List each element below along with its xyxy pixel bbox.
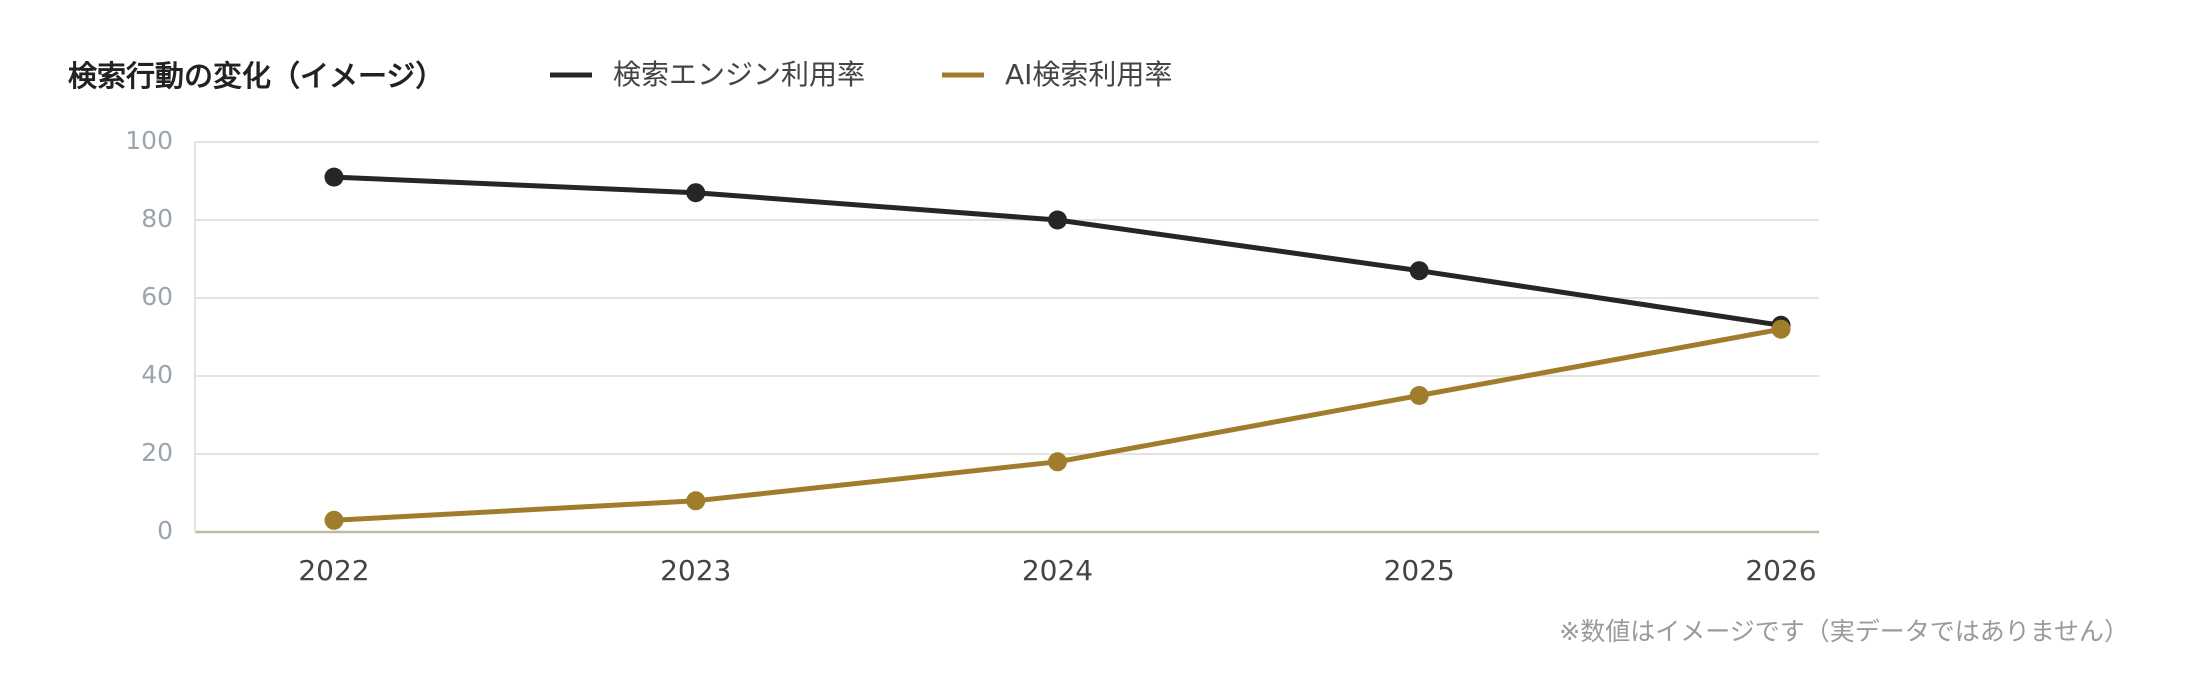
x-tick-label: 2025 (1384, 554, 1455, 587)
data-point (1409, 261, 1429, 281)
x-tick-label: 2024 (1022, 554, 1093, 587)
series-line (333, 174, 1782, 328)
y-tick-label: 20 (141, 438, 173, 467)
y-tick-label: 60 (141, 282, 173, 311)
data-point (686, 183, 706, 203)
legend-label: 検索エンジン利用率 (613, 58, 865, 91)
data-point (1771, 319, 1791, 339)
note: ※数値はイメージです（実データではありません） (1559, 617, 2129, 646)
data-point (686, 491, 706, 511)
series-line (333, 326, 1782, 523)
x-tick-label: 2023 (660, 554, 731, 587)
y-tick-label: 0 (157, 516, 173, 545)
x-tick-label: 2022 (298, 554, 369, 587)
data-point (1048, 210, 1067, 230)
data-point (1409, 386, 1429, 405)
y-tick-label: 80 (141, 204, 173, 233)
data-point (324, 510, 344, 530)
chart-title: 検索行動の変化（イメージ） (68, 59, 444, 93)
data-point (324, 167, 344, 187)
legend-label: AI検索利用率 (1005, 58, 1172, 91)
x-tick-label: 2026 (1745, 554, 1816, 587)
y-tick-label: 40 (141, 360, 173, 389)
data-point (1048, 452, 1067, 472)
y-tick-label: 100 (125, 126, 173, 155)
